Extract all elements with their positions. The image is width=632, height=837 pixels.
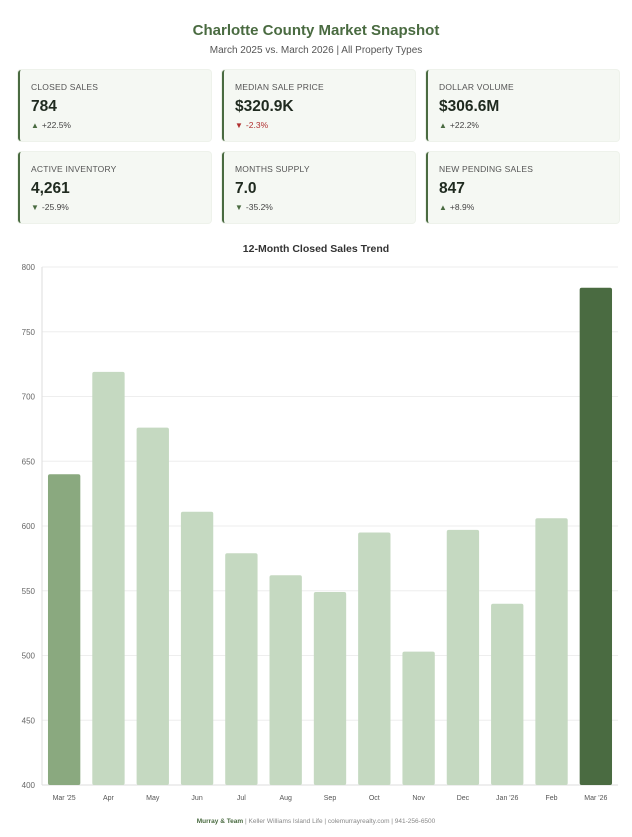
change-text: -2.3% <box>245 120 269 130</box>
bar <box>136 427 169 785</box>
change-text: +8.9% <box>449 202 475 212</box>
chart-title: 12-Month Closed Sales Trend <box>242 243 390 255</box>
stat-card-months-supply: MONTHS SUPPLY 7.0 ▼ -35.2% <box>222 152 415 223</box>
x-tick-label: Apr <box>103 795 115 802</box>
bar <box>225 553 258 785</box>
bar <box>92 371 125 785</box>
stat-card-label: ACTIVE INVENTORY <box>31 164 117 174</box>
stat-card-change: ▼ -25.9% <box>31 202 211 212</box>
y-tick-label: 550 <box>22 587 36 596</box>
stat-card-change: ▲ +22.2% <box>439 120 619 130</box>
x-tick-label: Oct <box>369 795 380 802</box>
bar <box>491 603 524 785</box>
arrow-up-icon: ▲ <box>439 121 447 130</box>
stat-card-value: 4,261 <box>31 180 70 197</box>
arrow-down-icon: ▼ <box>31 203 39 212</box>
bar <box>535 518 568 785</box>
change-text: -25.9% <box>41 202 69 212</box>
stat-card-closed-sales: CLOSED SALES 784 ▲ +22.5% <box>18 70 211 141</box>
y-tick-label: 800 <box>22 263 36 272</box>
x-tick-label: Aug <box>279 795 292 802</box>
arrow-up-icon: ▲ <box>31 121 39 130</box>
stat-card-value: 7.0 <box>235 180 257 197</box>
header: Charlotte County Market Snapshot March 2… <box>0 20 632 56</box>
x-tick-label: Jan '26 <box>496 795 518 802</box>
bar <box>313 592 347 785</box>
stat-card-value: 847 <box>439 180 465 197</box>
footer-details: | Keller Williams Island Life | colemurr… <box>243 818 436 825</box>
stat-cards: CLOSED SALES 784 ▲ +22.5% MEDIAN SALE PRI… <box>18 70 620 223</box>
stat-card-value: $306.6M <box>439 98 500 115</box>
stat-card-label: CLOSED SALES <box>31 82 99 92</box>
stat-card-label: MEDIAN SALE PRICE <box>235 82 324 92</box>
bar <box>579 287 613 785</box>
y-tick-label: 750 <box>22 328 36 337</box>
stat-card-label: NEW PENDING SALES <box>439 164 534 174</box>
x-tick-label: May <box>146 795 160 802</box>
stat-card-change: ▲ +22.5% <box>31 120 211 130</box>
footer-brand: Murray & Team <box>196 818 244 825</box>
page-title: Charlotte County Market Snapshot <box>192 22 440 39</box>
change-text: -35.2% <box>245 202 273 212</box>
x-tick-label: Jul <box>237 795 246 802</box>
stat-card-change: ▼ -35.2% <box>235 202 415 212</box>
bar <box>446 529 480 785</box>
stat-card-new-pending: NEW PENDING SALES 847 ▲ +8.9% <box>426 152 619 223</box>
bar <box>180 511 214 785</box>
arrow-down-icon: ▼ <box>235 121 243 130</box>
arrow-up-icon: ▲ <box>439 203 447 212</box>
stat-card-dollar-volume: DOLLAR VOLUME $306.6M ▲ +22.2% <box>426 70 619 141</box>
x-tick-label: Nov <box>412 795 425 802</box>
y-tick-label: 700 <box>22 393 36 402</box>
bar <box>47 474 81 785</box>
x-tick-label: Mar '25 <box>53 795 76 802</box>
stat-card-label: DOLLAR VOLUME <box>439 82 514 92</box>
y-tick-label: 450 <box>22 716 36 725</box>
stat-card-change: ▲ +8.9% <box>439 202 619 212</box>
y-tick-label: 500 <box>22 652 36 661</box>
stat-card-label: MONTHS SUPPLY <box>235 164 310 174</box>
y-tick-label: 400 <box>22 781 36 790</box>
x-tick-label: Feb <box>546 795 558 802</box>
x-tick-label: Jun <box>191 795 202 802</box>
bar <box>358 532 391 785</box>
page-subtitle: March 2025 vs. March 2026 | All Property… <box>209 45 423 56</box>
y-tick-label: 600 <box>22 522 36 531</box>
arrow-down-icon: ▼ <box>235 203 243 212</box>
stat-card-active-inventory: ACTIVE INVENTORY 4,261 ▼ -25.9% <box>18 152 211 223</box>
bar <box>402 651 435 785</box>
y-tick-label: 650 <box>22 457 36 466</box>
stat-card-value: 784 <box>31 98 57 115</box>
closed-sales-bar-chart: 400 450 500 550 600 650 700 750 800 Mar '25 Apr May… <box>22 263 618 802</box>
x-tick-label: Dec <box>457 795 470 802</box>
stat-card-change: ▼ -2.3% <box>235 120 415 130</box>
change-text: +22.2% <box>449 120 479 130</box>
footer: Murray & Team | Keller Williams Island L… <box>0 818 632 825</box>
stat-card-median-price: MEDIAN SALE PRICE $320.9K ▼ -2.3% <box>222 70 415 141</box>
change-text: +22.5% <box>41 120 71 130</box>
x-tick-label: Sep <box>324 795 337 802</box>
stat-card-value: $320.9K <box>235 98 294 115</box>
bar <box>269 575 302 785</box>
x-tick-label: Mar '26 <box>584 795 607 802</box>
